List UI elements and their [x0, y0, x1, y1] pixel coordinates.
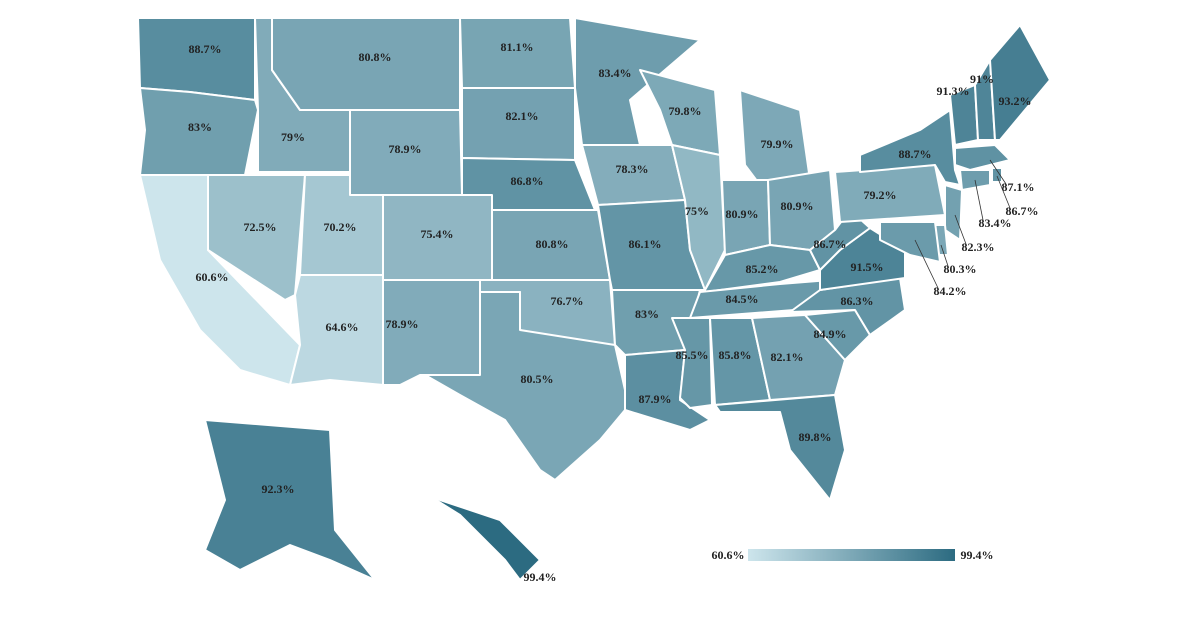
- state-value-label: 91.5%: [851, 260, 884, 274]
- state-value-label: 86.3%: [841, 294, 874, 308]
- state-value-label: 88.7%: [899, 147, 932, 161]
- leader-line: [989, 159, 1007, 185]
- state: [424, 291, 626, 481]
- legend-label: 99.4%: [961, 548, 994, 562]
- state-value-label: 83%: [188, 120, 212, 134]
- state-value-label: 91.3%: [937, 84, 970, 98]
- state-value-label: 80.9%: [781, 199, 814, 213]
- state-value-label: 81.1%: [501, 40, 534, 54]
- state-value-label: 89.8%: [799, 430, 832, 444]
- state-value-label: 80.5%: [521, 372, 554, 386]
- state-value-label: 79.9%: [761, 137, 794, 151]
- state-value-label: 76.7%: [551, 294, 584, 308]
- state-value-label: 79.8%: [669, 104, 702, 118]
- state-value-label: 82.3%: [962, 240, 995, 254]
- state-value-label: 78.3%: [616, 162, 649, 176]
- state-value-label: 83.4%: [979, 216, 1012, 230]
- state-value-label: 84.9%: [814, 327, 847, 341]
- state-value-label: 87.9%: [639, 392, 672, 406]
- state: [751, 314, 846, 401]
- state-value-label: 80.9%: [726, 207, 759, 221]
- state-value-label: 60.6%: [196, 270, 229, 284]
- state-value-label: 80.8%: [536, 237, 569, 251]
- state-value-label: 79%: [281, 130, 305, 144]
- state-value-label: 99.4%: [524, 570, 557, 584]
- state: [137, 17, 256, 101]
- state-value-label: 91%: [970, 72, 994, 86]
- state-value-label: 85.8%: [719, 348, 752, 362]
- state-value-label: 72.5%: [244, 220, 277, 234]
- state-value-label: 83.4%: [599, 66, 632, 80]
- state: [419, 489, 541, 581]
- state: [382, 279, 481, 386]
- state: [204, 419, 376, 581]
- state-value-label: 86.7%: [1006, 204, 1039, 218]
- state: [991, 167, 1003, 183]
- state: [809, 209, 871, 271]
- state-value-label: 85.5%: [676, 348, 709, 362]
- state: [714, 394, 846, 501]
- state-value-label: 88.7%: [189, 42, 222, 56]
- state: [989, 24, 1051, 141]
- legend-gradient: [748, 549, 955, 561]
- state: [271, 17, 461, 111]
- state: [139, 87, 259, 176]
- state-value-label: 92.3%: [262, 482, 295, 496]
- leader-line: [996, 175, 1011, 209]
- state: [461, 87, 576, 161]
- state-value-label: 84.5%: [726, 292, 759, 306]
- state: [207, 174, 306, 301]
- leader-line: [974, 179, 984, 221]
- state-value-label: 75%: [685, 204, 709, 218]
- state-value-label: 78.9%: [386, 317, 419, 331]
- state-value-label: 87.1%: [1002, 180, 1035, 194]
- state-value-label: 80.3%: [944, 262, 977, 276]
- state-value-label: 86.1%: [629, 237, 662, 251]
- state-value-label: 78.9%: [389, 142, 422, 156]
- state-value-label: 85.2%: [746, 262, 779, 276]
- state-value-label: 82.1%: [506, 109, 539, 123]
- state: [944, 184, 963, 241]
- state-value-label: 84.2%: [934, 284, 967, 298]
- state-value-label: 86.7%: [814, 237, 847, 251]
- state-value-label: 86.8%: [511, 174, 544, 188]
- state-value-label: 83%: [635, 307, 659, 321]
- leader-line: [954, 214, 967, 245]
- state-value-label: 64.6%: [326, 320, 359, 334]
- leader-line: [914, 239, 939, 289]
- state-value-label: 75.4%: [421, 227, 454, 241]
- leader-line: [940, 244, 949, 267]
- state: [859, 109, 961, 186]
- state-value-label: 70.2%: [324, 220, 357, 234]
- legend-label: 60.6%: [712, 548, 745, 562]
- state: [954, 144, 1011, 171]
- state-value-label: 82.1%: [771, 350, 804, 364]
- state-value-label: 79.2%: [864, 188, 897, 202]
- state: [879, 221, 941, 263]
- state-value-label: 93.2%: [999, 94, 1032, 108]
- state-value-label: 80.8%: [359, 50, 392, 64]
